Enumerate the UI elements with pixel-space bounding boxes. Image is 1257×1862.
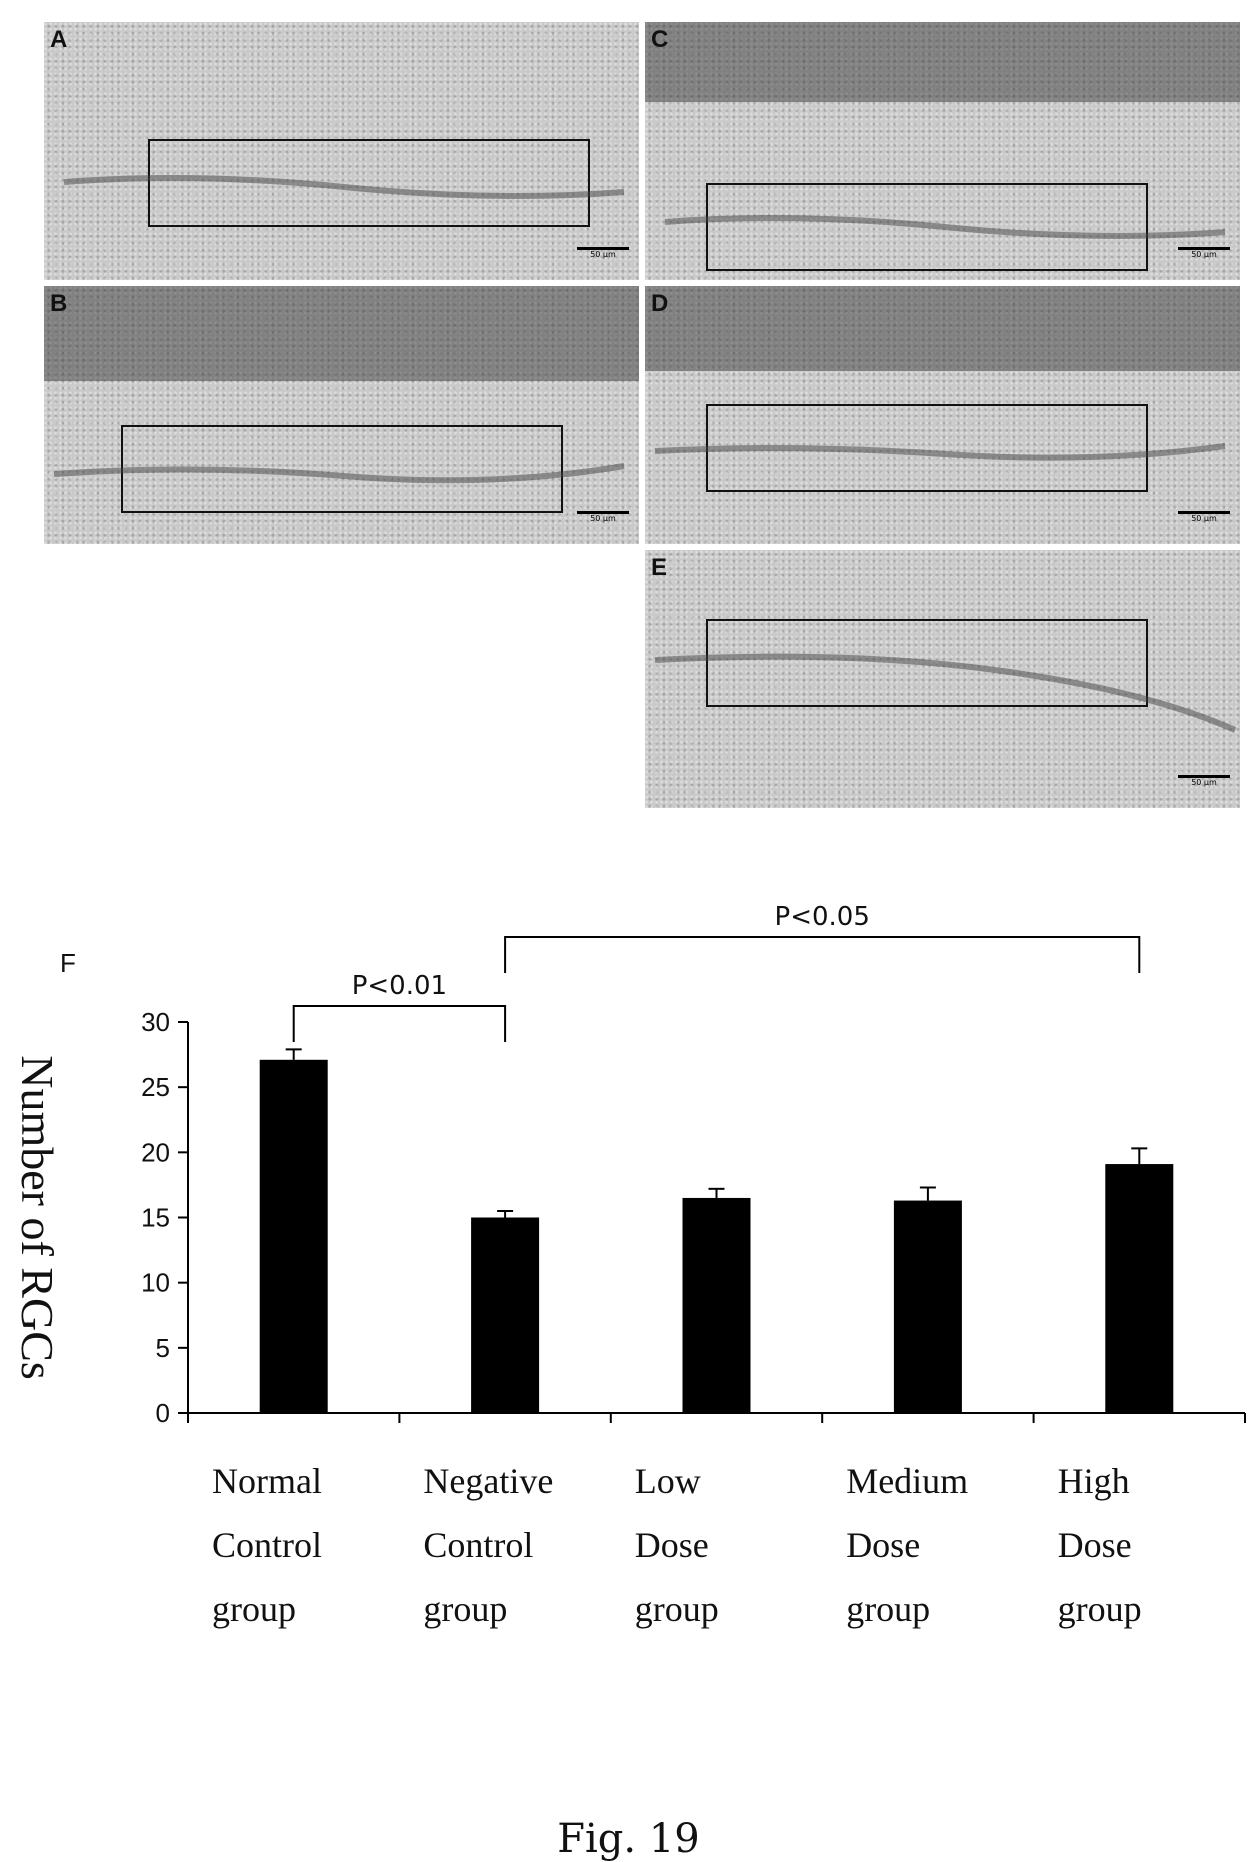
significance-bracket: [292, 1005, 507, 1042]
retina-section-image-d: [645, 286, 1240, 492]
y-tick-label: 30: [141, 1007, 170, 1037]
x-category-label: Control: [212, 1525, 322, 1565]
x-category-label: Dose: [1058, 1525, 1132, 1565]
significance-bracket: [504, 936, 1141, 973]
roi-box-c: [706, 183, 1148, 271]
chart-panel-label: F: [60, 948, 76, 978]
bar: [893, 1200, 962, 1413]
rgc-bar-chart: F Number of RGCs 0 5 10 15 20 25 30 Normal Control…: [12, 902, 1246, 1629]
panel-label-c: C: [651, 26, 669, 53]
roi-box-a: [148, 139, 590, 227]
bar: [471, 1217, 540, 1413]
retina-section-image-b: [44, 286, 639, 513]
y-tick-label: 0: [156, 1398, 170, 1428]
micro-panel-d: D 50 µm: [645, 286, 1240, 544]
retina-section-image-e: [654, 619, 1237, 733]
y-tick-label: 20: [141, 1137, 170, 1167]
retina-section-image-a: [63, 139, 625, 227]
y-tick-label: 10: [141, 1268, 170, 1298]
x-category-label: group: [212, 1589, 296, 1629]
panel-label-a: A: [50, 26, 68, 53]
significance-label: P<0.01: [352, 971, 447, 1001]
bar: [259, 1059, 328, 1413]
scale-bar-e: 50 µm: [1178, 775, 1230, 798]
x-category-label: Dose: [635, 1525, 709, 1565]
scale-bar-a: 50 µm: [577, 247, 629, 270]
x-category-label: Medium: [846, 1461, 968, 1501]
x-category-label: group: [423, 1589, 507, 1629]
y-axis-label: Number of RGCs: [12, 1055, 63, 1380]
scale-bar-d: 50 µm: [1178, 511, 1230, 534]
y-tick-label: 25: [141, 1072, 170, 1102]
x-category-label: Control: [423, 1525, 533, 1565]
y-tick-label: 15: [141, 1203, 170, 1233]
micro-panel-c: C 50 µm: [645, 22, 1240, 280]
bar: [682, 1197, 751, 1413]
y-tick-label: 5: [156, 1333, 170, 1363]
x-category-label: Normal: [212, 1461, 322, 1501]
figure-caption: Fig. 19: [557, 1816, 700, 1862]
significance-label: P<0.05: [775, 902, 870, 932]
bar: [1105, 1164, 1174, 1413]
micro-panel-a: A 50 µm: [44, 22, 639, 280]
roi-box-e: [706, 619, 1148, 707]
scale-bar-c: 50 µm: [1178, 247, 1230, 270]
x-category-label: Dose: [846, 1525, 920, 1565]
micro-panel-e: E 50 µm: [645, 550, 1240, 808]
micro-panel-b: B 50 µm: [44, 286, 639, 544]
x-category-label: Negative: [423, 1461, 553, 1501]
x-category-label: Low: [635, 1461, 701, 1501]
retina-section-image-c: [645, 22, 1240, 271]
x-category-label: group: [1058, 1589, 1142, 1629]
x-category-label: group: [635, 1589, 719, 1629]
x-category-label: group: [846, 1589, 930, 1629]
panel-label-d: D: [651, 290, 669, 317]
scale-bar-b: 50 µm: [577, 511, 629, 534]
panel-label-e: E: [651, 554, 668, 581]
panel-label-b: B: [50, 290, 68, 317]
x-category-label: High: [1058, 1461, 1130, 1501]
